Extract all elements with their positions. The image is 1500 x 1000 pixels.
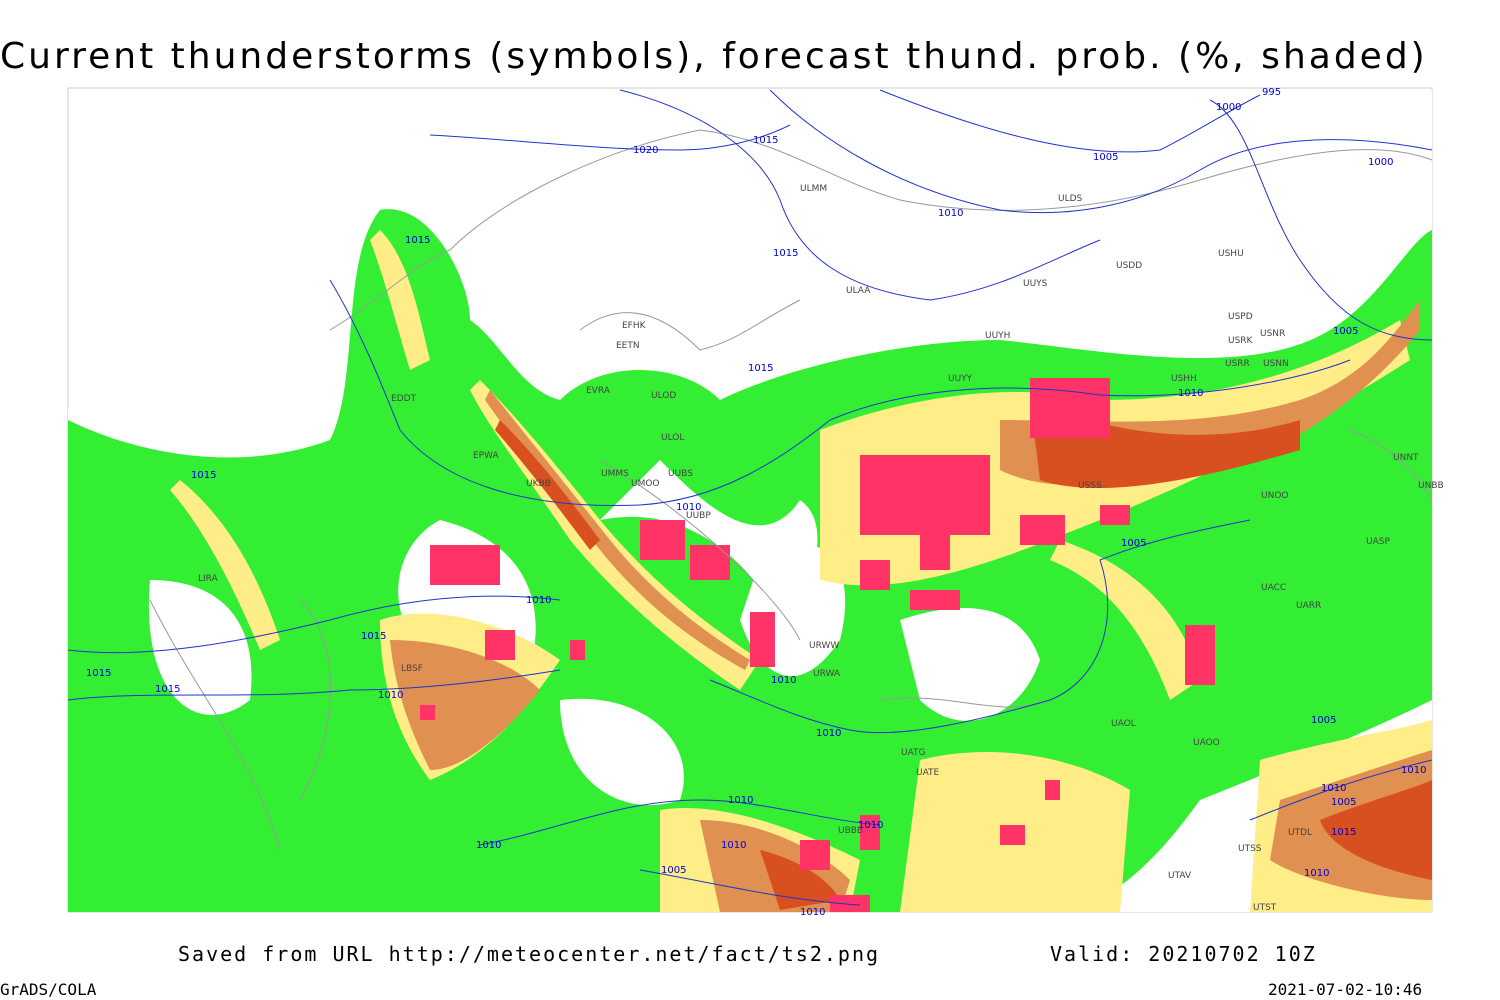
station-label: UACC: [1261, 583, 1286, 593]
station-label: EVRA: [586, 386, 611, 396]
isobar-label: 1010: [728, 795, 753, 806]
station-label: UARR: [1296, 601, 1321, 611]
station-label: UBBB: [838, 826, 863, 836]
station-label: UAOO: [1193, 738, 1220, 748]
station-label: USDD: [1116, 261, 1142, 271]
station-label: UTDL: [1288, 828, 1312, 838]
isobar-label: 1015: [361, 631, 386, 642]
station-labels: ULMM ULAA UUYS USDD USHU ULDS EFHK EETN …: [198, 184, 1444, 913]
isobar-label: 1015: [748, 363, 773, 374]
station-label: UNNT: [1393, 453, 1419, 463]
station-label: UNBB: [1418, 481, 1444, 491]
station-label: EDDT: [391, 394, 417, 404]
isobar-label: 1005: [661, 865, 686, 876]
isobar-label: 1010: [1321, 783, 1346, 794]
isobar-label: 1000: [1368, 157, 1393, 168]
station-label: USHU: [1218, 249, 1244, 259]
title: Current thunderstorms (symbols), forecas…: [0, 36, 1428, 77]
station-label: EETN: [616, 341, 640, 351]
isobar-label: 1015: [753, 135, 778, 146]
station-label: USRR: [1225, 359, 1250, 369]
station-label: USNN: [1263, 359, 1289, 369]
station-label: UKBB: [526, 479, 551, 489]
station-label: USSS: [1078, 481, 1102, 491]
isobar-label: 1005: [1093, 152, 1118, 163]
isobar-label: 1010: [816, 728, 841, 739]
isobar-label: 1010: [1401, 765, 1426, 776]
isobar-label: 1015: [1331, 827, 1356, 838]
isobar-label: 1005: [1311, 715, 1336, 726]
station-label: LBSF: [401, 664, 423, 674]
station-label: UUYY: [948, 374, 973, 384]
station-label: UAOL: [1111, 719, 1136, 729]
isobar-label: 1010: [676, 502, 701, 513]
isobar-label: 1015: [86, 668, 111, 679]
isobar-label: 1010: [858, 820, 883, 831]
isobar-label: 1010: [526, 595, 551, 606]
shading: [68, 209, 1432, 912]
isobar-label: 1010: [476, 840, 501, 851]
station-label: EFHK: [622, 321, 647, 331]
isobar-label: 1010: [938, 208, 963, 219]
station-label: URWA: [813, 669, 841, 679]
station-label: UATE: [916, 768, 940, 778]
station-label: UMOO: [631, 479, 660, 489]
station-label: ULDS: [1058, 194, 1083, 204]
station-label: USPD: [1228, 312, 1253, 322]
isobar-label: 1005: [1121, 538, 1146, 549]
station-label: UUYH: [985, 331, 1010, 341]
station-label: ULOD: [651, 391, 676, 401]
isobar-label: 1000: [1216, 102, 1241, 113]
isobar-label: 1010: [378, 690, 403, 701]
station-label: ULAA: [846, 286, 871, 296]
station-label: UTAV: [1168, 871, 1192, 881]
isobar-label: 1015: [405, 235, 430, 246]
station-label: UTSS: [1238, 844, 1262, 854]
station-label: USRK: [1228, 336, 1254, 346]
station-label: UUBS: [668, 469, 693, 479]
isobar-label: 1015: [773, 248, 798, 259]
isobar-label: 1020: [633, 145, 658, 156]
valid-time: Valid: 20210702 10Z: [1050, 942, 1317, 966]
station-label: UATG: [901, 748, 926, 758]
source-url: Saved from URL http://meteocenter.net/fa…: [178, 942, 880, 966]
isobar-label: 1010: [1178, 388, 1203, 399]
map: 1020 1015 1015 1015 1010 1005 995 1000 1…: [67, 87, 1444, 918]
isobar-label: 1015: [155, 684, 180, 695]
software: GrADS/COLA: [0, 980, 97, 999]
station-label: USNR: [1260, 329, 1285, 339]
isobar-label: 1015: [191, 470, 216, 481]
station-label: ULOL: [661, 433, 684, 443]
isobar-label: 1005: [1331, 797, 1356, 808]
isobar-label: 1005: [1333, 326, 1358, 337]
isobar-label: 1010: [721, 840, 746, 851]
station-label: UUBP: [686, 511, 711, 521]
isobar-labels: 1020 1015 1015 1015 1010 1005 995 1000 1…: [86, 87, 1426, 918]
station-label: UUYS: [1023, 279, 1048, 289]
station-label: UNOO: [1261, 491, 1289, 501]
station-label: UMMS: [601, 469, 629, 479]
isobars: [67, 89, 1433, 906]
station-label: USHH: [1171, 374, 1197, 384]
station-label: URWW: [809, 641, 839, 651]
station-label: ULMM: [800, 184, 827, 194]
isobar-label: 1010: [1304, 868, 1329, 879]
isobar-label: 995: [1262, 87, 1281, 98]
isobar-label: 1010: [800, 907, 825, 918]
timestamp: 2021-07-02-10:46: [1268, 980, 1422, 999]
station-label: LIRA: [198, 574, 219, 584]
station-label: EPWA: [473, 451, 500, 461]
coastlines: [149, 129, 1433, 851]
station-label: UASP: [1366, 537, 1390, 547]
station-label: UTST: [1253, 903, 1277, 913]
isobar-label: 1010: [771, 675, 796, 686]
